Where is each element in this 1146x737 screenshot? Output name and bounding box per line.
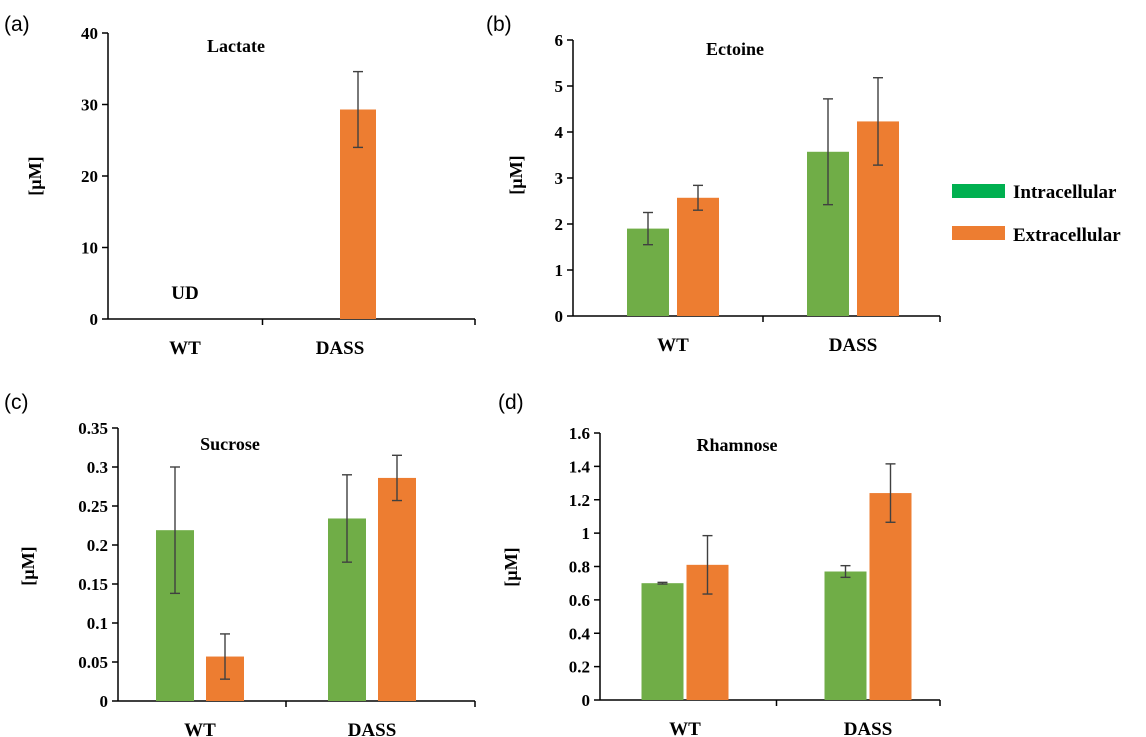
y-tick-label: 0: [100, 692, 109, 711]
panel-label-c: (c): [4, 391, 29, 414]
x-tick-label: WT: [657, 335, 689, 356]
y-tick-label: 6: [555, 31, 564, 50]
y-tick-label: 3: [555, 169, 564, 188]
x-tick-label: DASS: [844, 719, 893, 737]
y-tick-label: 0.35: [78, 419, 108, 438]
y-tick-label: 1.6: [569, 424, 590, 443]
bar-extracellular-wt: [677, 197, 719, 316]
x-tick-label: DASS: [316, 338, 365, 359]
y-tick-label: 0.15: [78, 575, 108, 594]
panel-label-b: (b): [486, 13, 512, 36]
chart-title-a: Lactate: [207, 36, 265, 56]
y-tick-label: 0.3: [87, 458, 108, 477]
x-tick-label: DASS: [829, 335, 878, 356]
panel-label-a: (a): [4, 13, 30, 36]
legend: Intracellular Extracellular: [952, 182, 1121, 246]
panel-b: (b) Ectoine [µM] 0 1 2 3 4 5 6 WT DASS: [486, 13, 941, 356]
x-tick-label: WT: [184, 720, 216, 737]
y-tick-label: 0.25: [78, 497, 108, 516]
y-tick-label: 2: [555, 215, 564, 234]
y-tick-label: 0.6: [569, 591, 590, 610]
bar-extracellular-dass: [869, 493, 912, 700]
plot-area-c: 0 0.05 0.1 0.15 0.2 0.25 0.3 0.35 WT DASS: [78, 419, 476, 737]
y-tick-label: 4: [555, 123, 564, 142]
y-tick-label: 0.2: [569, 658, 590, 677]
y-tick-label: 0.05: [78, 653, 108, 672]
y-tick-label: 30: [81, 96, 98, 115]
bar-intracellular-dass: [824, 571, 867, 700]
y-tick-label: 0.2: [87, 536, 108, 555]
annotation-ud: UD: [171, 283, 198, 304]
y-tick-label: 1: [555, 261, 564, 280]
y-tick-label: 5: [555, 77, 564, 96]
chart-title-c: Sucrose: [200, 434, 260, 454]
chart-title-b: Ectoine: [706, 39, 764, 59]
x-tick-label: WT: [169, 338, 201, 359]
bar-intracellular-wt: [641, 583, 684, 700]
y-tick-label: 0: [90, 310, 99, 329]
chart-title-d: Rhamnose: [696, 435, 777, 455]
legend-label-intracellular: Intracellular: [1013, 182, 1117, 203]
legend-swatch-intracellular: [952, 184, 1005, 198]
bar-extracellular-dass: [378, 477, 416, 701]
y-tick-label: 0: [582, 691, 591, 710]
y-axis-label-a: [µM]: [25, 156, 45, 195]
y-axis-label-b: [µM]: [506, 155, 526, 194]
panel-d: (d) Rhamnose [µM] 0 0.2 0.4 0.6 0.8 1 1.2 1.4 1.…: [498, 391, 941, 737]
y-tick-label: 1.2: [569, 491, 590, 510]
y-axis-label-d: [µM]: [501, 547, 521, 586]
x-tick-label: WT: [669, 719, 701, 737]
plot-area-b: 0 1 2 3 4 5 6 WT DASS: [555, 31, 941, 356]
y-tick-label: 0.1: [87, 614, 108, 633]
y-tick-label: 1.4: [569, 457, 591, 476]
legend-swatch-extracellular: [952, 226, 1005, 240]
y-tick-label: 10: [81, 239, 98, 258]
panel-c: (c) Sucrose [µM] 00.050.10.150.20.250.30…: [4, 391, 476, 737]
y-tick-label: 1: [582, 524, 591, 543]
y-axis-label-c: [µM]: [18, 546, 38, 585]
y-tick-label: 0.8: [569, 558, 590, 577]
y-tick-label: 40: [81, 24, 98, 43]
panel-label-d: (d): [498, 391, 524, 414]
y-tick-label: 0.4: [569, 624, 591, 643]
y-tick-label: 0: [555, 307, 564, 326]
legend-label-extracellular: Extracellular: [1013, 225, 1121, 246]
plot-area-a: 0 10 20 30 40 WT DASS: [81, 24, 476, 359]
x-tick-label: DASS: [348, 720, 397, 737]
y-tick-label: 20: [81, 167, 98, 186]
plot-area-d: 0 0.2 0.4 0.6 0.8 1 1.2 1.4 1.6 WT DASS: [569, 424, 941, 737]
panel-a: (a) Lactate [µM] UD 0 10 20 30 40 WT DASS: [4, 13, 476, 359]
